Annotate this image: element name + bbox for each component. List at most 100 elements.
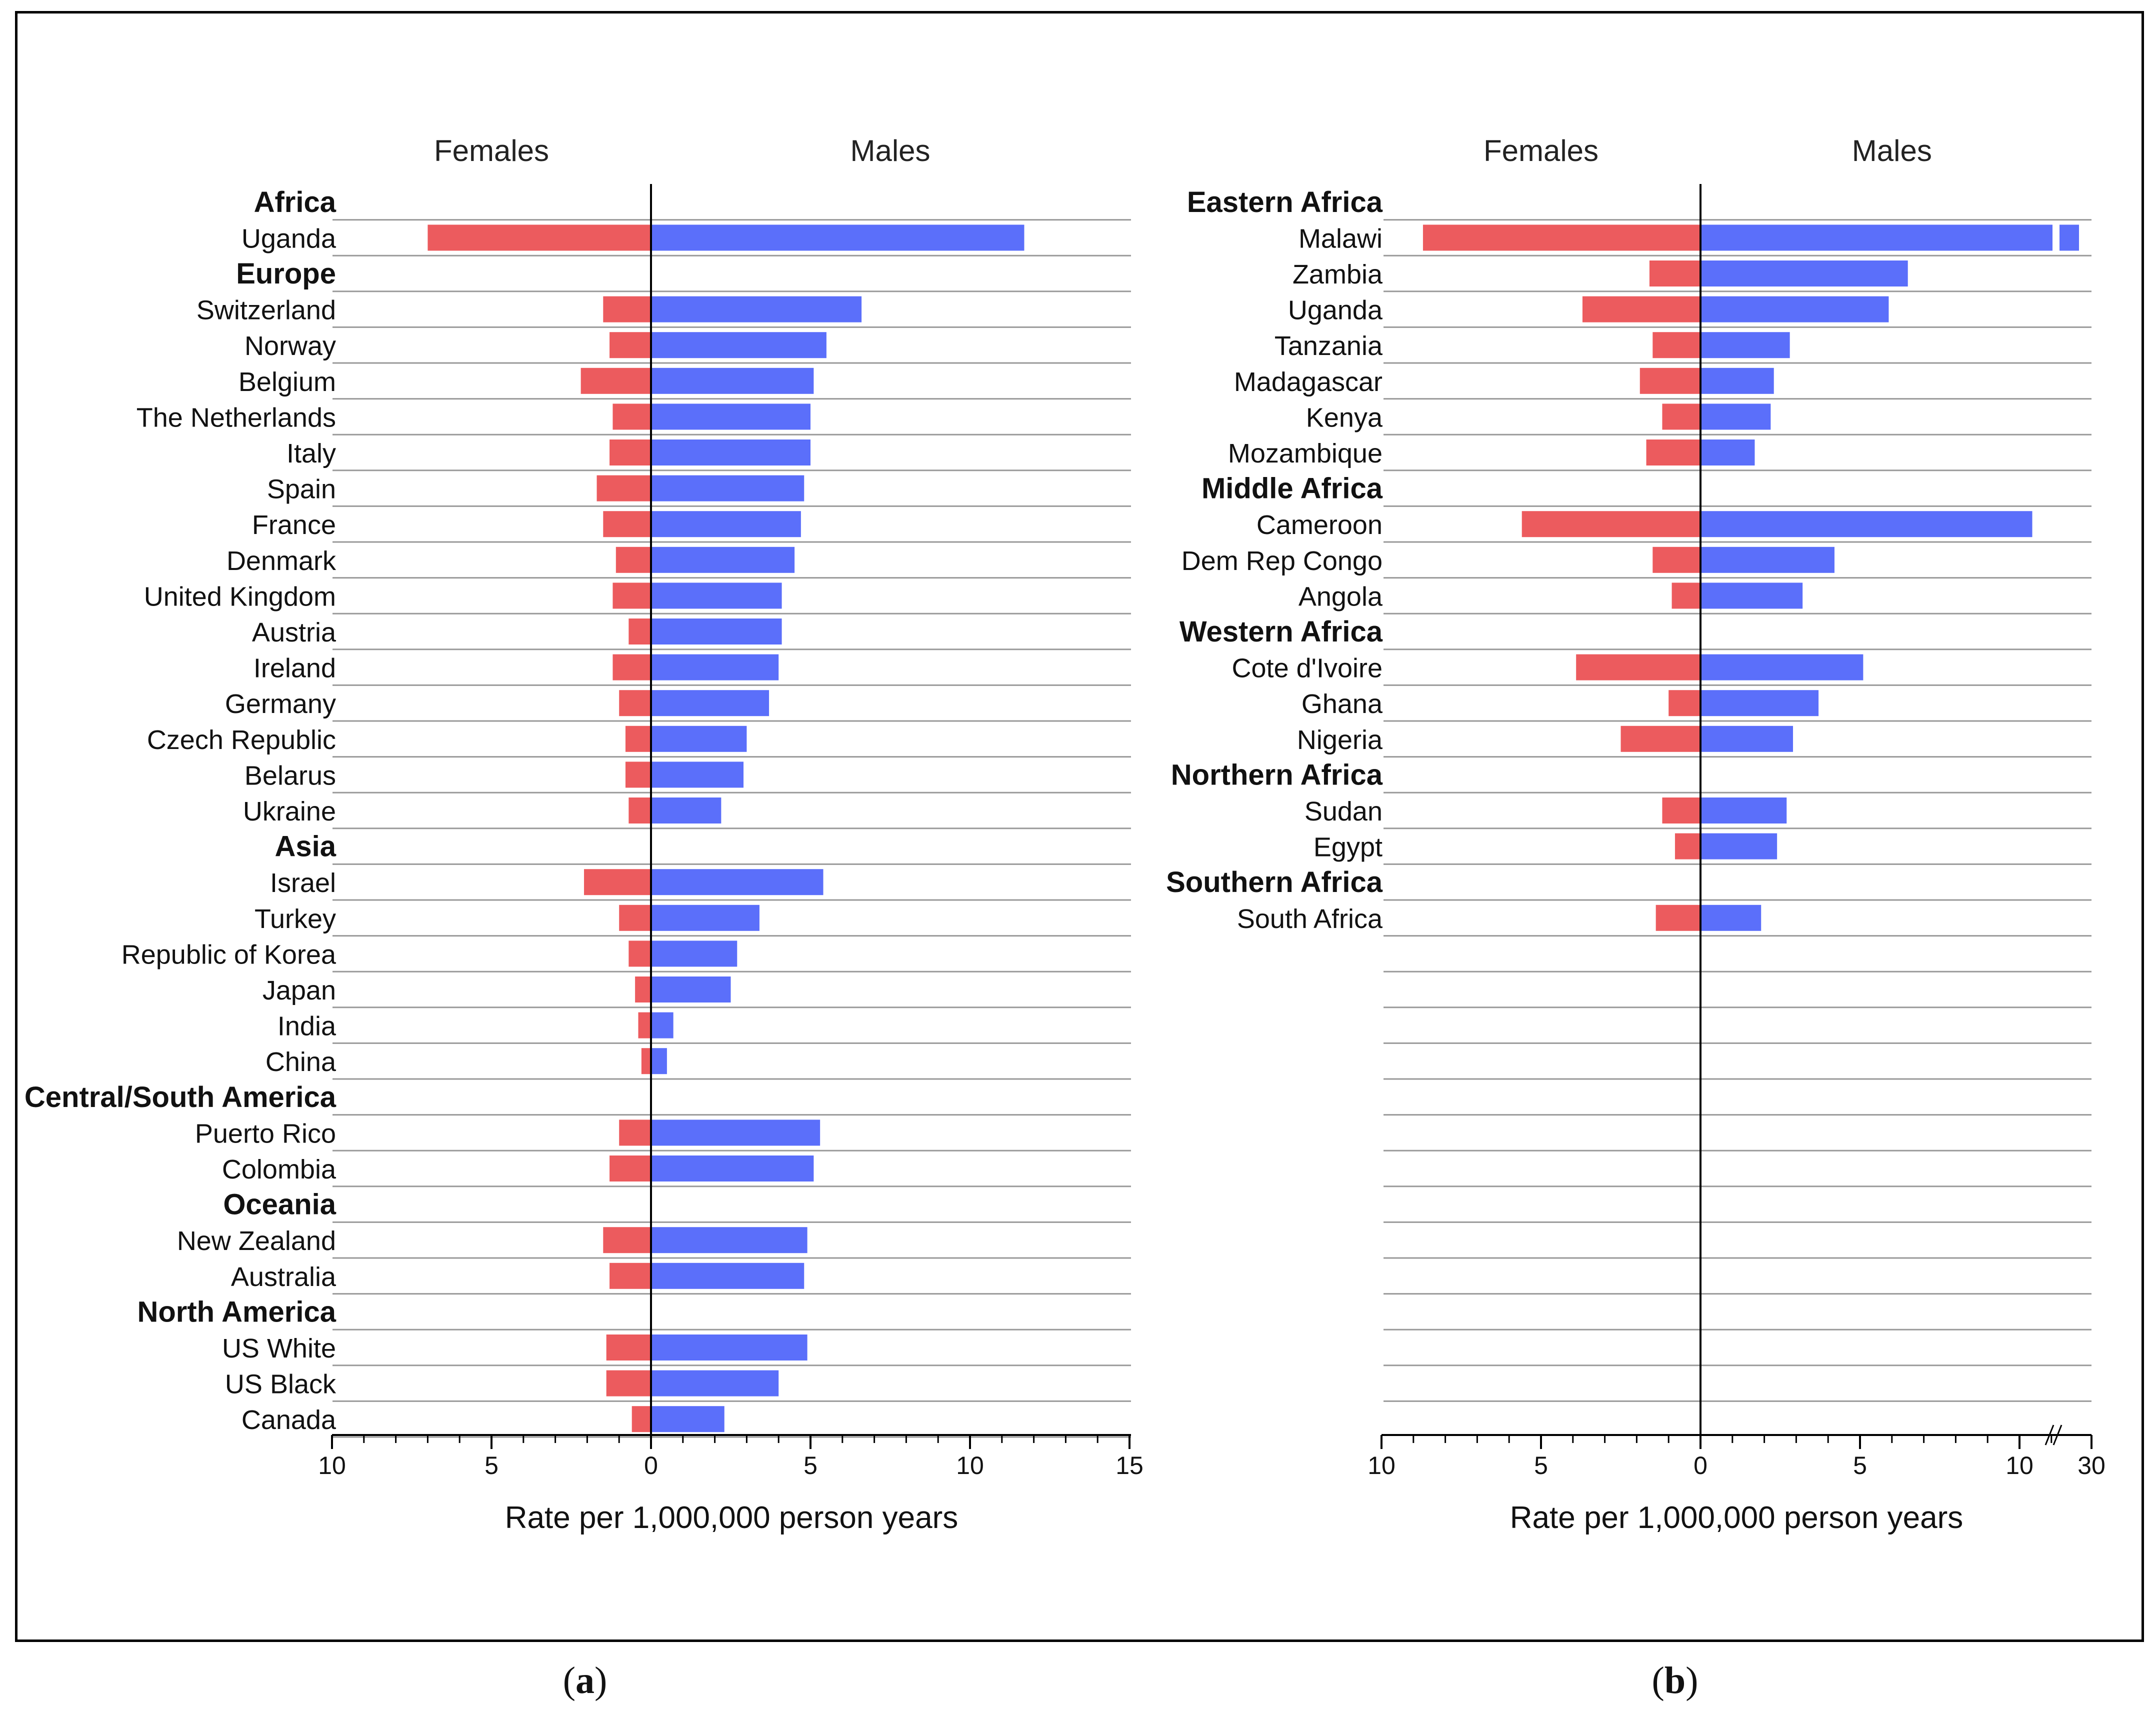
panel-b-tick-label: 0 (1694, 1452, 1708, 1480)
panel-a-country-label: Japan (262, 976, 336, 1006)
panel-a-bar-male (651, 904, 760, 931)
panel-b-bar-male (1700, 224, 2052, 251)
panel-a-group-label: Africa (254, 186, 336, 218)
panel-b-bar-female (1646, 440, 1700, 466)
panel-b-group-label: Northern Africa (1171, 758, 1383, 791)
panel-b-country-label: Ghana (1302, 689, 1383, 719)
panel-a-bar-male (651, 511, 801, 538)
panel-a-country-label: US Black (225, 1370, 336, 1400)
panel-b-bar-male (1700, 368, 1774, 394)
panel-a-bar-male (651, 546, 795, 573)
panel-a-bar-female (610, 1156, 651, 1182)
panel-b-bar-male (1700, 654, 1864, 680)
panel-b-bar-female (1656, 904, 1700, 931)
panel-a-bar-male (651, 940, 738, 967)
panel-a-tick-label: 10 (956, 1452, 984, 1480)
panel-a-bar-female (619, 904, 651, 931)
panel-a-country-label: Colombia (222, 1154, 336, 1184)
panel-b-bar-female (1640, 368, 1700, 394)
panel-b-bar-female (1662, 404, 1700, 430)
panel-a-header-males: Males (850, 134, 930, 168)
panel-b-bar-male (1700, 798, 1787, 824)
panel-a-bar-male (651, 976, 731, 1002)
panel-b-group-label: Southern Africa (1166, 866, 1383, 898)
panel-a-country-label: Norway (244, 331, 336, 361)
panel-a-group-label: Oceania (223, 1188, 336, 1221)
panel-b-header-males: Males (1852, 134, 1932, 168)
panel-b-bar-female (1522, 511, 1700, 538)
panel-a-bar-male (651, 618, 782, 644)
panel-a-bar-female (610, 1262, 651, 1289)
panel-b-country-label: Kenya (1306, 402, 1383, 432)
panel-a-bar-male (651, 726, 747, 752)
panel-b-country-label: Egypt (1314, 832, 1382, 862)
panel-a-country-label: United Kingdom (144, 582, 336, 612)
panel-a-country-label: China (266, 1047, 336, 1077)
panel-a-bar-female (428, 224, 651, 251)
panel-a-group-label: North America (137, 1296, 336, 1328)
panel-a-country-label: US White (222, 1334, 336, 1364)
caption-a: (a) (562, 1660, 608, 1702)
panel-a-country-label: Puerto Rico (195, 1118, 336, 1148)
panel-a-bar-female (628, 618, 651, 644)
panel-a-bar-male (651, 368, 814, 394)
panel-a-country-label: Switzerland (196, 296, 336, 326)
panel-a-bar-female (625, 726, 651, 752)
panel-a-bar-male (651, 296, 862, 322)
panel-a-bar-female (603, 511, 651, 538)
panel-a-bar-female (603, 1227, 651, 1254)
panel-b-country-label: Uganda (1288, 296, 1383, 326)
panel-b-x-axis-title: Rate per 1,000,000 person years (1510, 1500, 1963, 1535)
panel-a-tick-label: 10 (318, 1452, 346, 1480)
panel-a-bar-male (651, 762, 744, 788)
panel-a-bar-male (651, 475, 804, 502)
panel-b-bar-female (1652, 546, 1700, 573)
panel-b-group-label: Western Africa (1180, 616, 1383, 648)
panel-b-bar-female (1422, 224, 1700, 251)
panel-a-bar-male (651, 1262, 804, 1289)
panel-a-bar-female (606, 1334, 651, 1360)
panel-b-group-label: Middle Africa (1202, 472, 1383, 505)
panel-a-group-label: Europe (236, 258, 336, 290)
panel-a-country-label: Belgium (238, 367, 336, 397)
panel-b-bar-male (1700, 440, 1755, 466)
panel-b-country-label: Dem Rep Congo (1182, 546, 1382, 576)
panel-b-country-label: Nigeria (1297, 725, 1383, 755)
panel-a-tick-label: 15 (1116, 1452, 1144, 1480)
panel-a-bar-female (612, 654, 651, 680)
panel-a-bar-female (580, 368, 651, 394)
panel-b-bar-female (1576, 654, 1700, 680)
panel-a-bar-female (635, 976, 651, 1002)
panel-a-bar-male (651, 1227, 808, 1254)
panel-b-country-label: Malawi (1298, 224, 1382, 254)
panel-b-tick-label: 10 (1368, 1452, 1396, 1480)
panel-a-bar-male (651, 440, 810, 466)
panel-a-bar-female (632, 1406, 651, 1432)
panel-b-bar-male (1700, 546, 1834, 573)
panel-b-bar-female (1620, 726, 1700, 752)
panel-b-tick-label: 5 (1534, 1452, 1548, 1480)
panel-a-bar-female (612, 404, 651, 430)
panel-b-country-label: South Africa (1237, 904, 1383, 934)
panel-a-bar-female (612, 582, 651, 609)
panel-a-country-label: Czech Republic (147, 725, 336, 755)
panel-a-bar-female (596, 475, 651, 502)
panel-a-bar-female (616, 546, 651, 573)
panel-b-country-label: Zambia (1292, 260, 1383, 290)
panel-a-bar-male (651, 1334, 808, 1360)
panel-b-break-tick-label: 30 (2078, 1452, 2106, 1480)
panel-b-bar-female (1672, 582, 1700, 609)
panel-a-bar-male (651, 224, 1024, 251)
panel-b-bar-male (1700, 726, 1794, 752)
panel-b-bar-female (1668, 690, 1700, 716)
panel-a-group-label: Asia (274, 830, 336, 863)
panel-a-bar-female (610, 440, 651, 466)
panel-a-country-label: Austria (252, 618, 336, 648)
panel-b-tick-label: 5 (1853, 1452, 1867, 1480)
panel-b-bar-male (1700, 582, 1803, 609)
panel-b-country-label: Tanzania (1274, 331, 1383, 361)
panel-b-country-label: Cote d'Ivoire (1232, 654, 1382, 684)
panel-b-bar-male (1700, 260, 1908, 286)
panel-b-country-label: Madagascar (1234, 367, 1382, 397)
